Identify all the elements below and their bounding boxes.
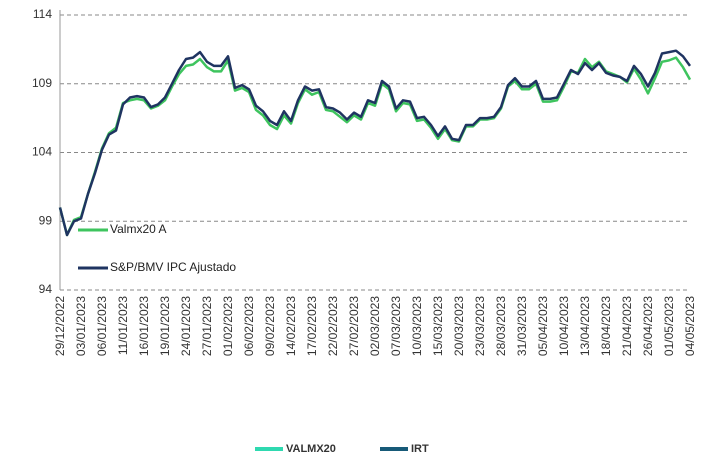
x-tick-label: 20/03/2023 — [452, 296, 466, 356]
x-tick-label: 07/03/2023 — [389, 296, 403, 356]
x-tick-label: 16/01/2023 — [137, 296, 151, 356]
y-tick-label: 104 — [32, 145, 52, 159]
y-tick-label: 114 — [33, 7, 52, 21]
x-tick-label: 22/02/2023 — [326, 296, 340, 356]
x-tick-label: 01/05/2023 — [662, 296, 676, 356]
legend-label: Valmx20 A — [110, 222, 166, 236]
outer-legend-label: VALMX20 — [286, 443, 336, 455]
legend-label: S&P/BMV IPC Ajustado — [110, 260, 236, 274]
x-tick-label: 14/02/2023 — [284, 296, 298, 356]
x-tick-label: 19/01/2023 — [158, 296, 172, 356]
x-tick-label: 13/04/2023 — [578, 296, 592, 356]
x-tick-label: 18/04/2023 — [599, 296, 613, 356]
x-tick-label: 10/03/2023 — [410, 296, 424, 356]
x-tick-label: 03/01/2023 — [74, 296, 88, 356]
x-tick-label: 06/01/2023 — [95, 296, 109, 356]
x-tick-label: 27/02/2023 — [347, 296, 361, 356]
y-tick-label: 109 — [32, 76, 52, 90]
x-tick-label: 23/03/2023 — [473, 296, 487, 356]
x-tick-label: 29/12/2022 — [53, 296, 67, 356]
series-line — [58, 56, 692, 237]
x-tick-label: 01/02/2023 — [221, 296, 235, 356]
x-tick-label: 05/04/2023 — [536, 296, 550, 356]
x-tick-label: 21/04/2023 — [620, 296, 634, 356]
x-tick-label: 28/03/2023 — [494, 296, 508, 356]
x-tick-label: 10/04/2023 — [557, 296, 571, 356]
x-tick-label: 04/05/2023 — [683, 296, 697, 356]
series-line — [58, 49, 692, 237]
x-tick-label: 11/01/2023 — [116, 296, 130, 355]
y-tick-label: 94 — [39, 282, 53, 296]
x-tick-label: 27/01/2023 — [200, 296, 214, 356]
x-tick-label: 06/02/2023 — [242, 296, 256, 356]
x-tick-label: 09/02/2023 — [263, 296, 277, 356]
y-tick-label: 99 — [39, 213, 53, 227]
x-tick-label: 15/03/2023 — [431, 296, 445, 356]
x-tick-label: 26/04/2023 — [641, 296, 655, 356]
outer-legend-label: IRT — [411, 443, 429, 455]
x-tick-label: 31/03/2023 — [515, 296, 529, 356]
x-tick-label: 02/03/2023 — [368, 296, 382, 356]
x-tick-label: 17/02/2023 — [305, 296, 319, 356]
x-tick-label: 24/01/2023 — [179, 296, 193, 356]
